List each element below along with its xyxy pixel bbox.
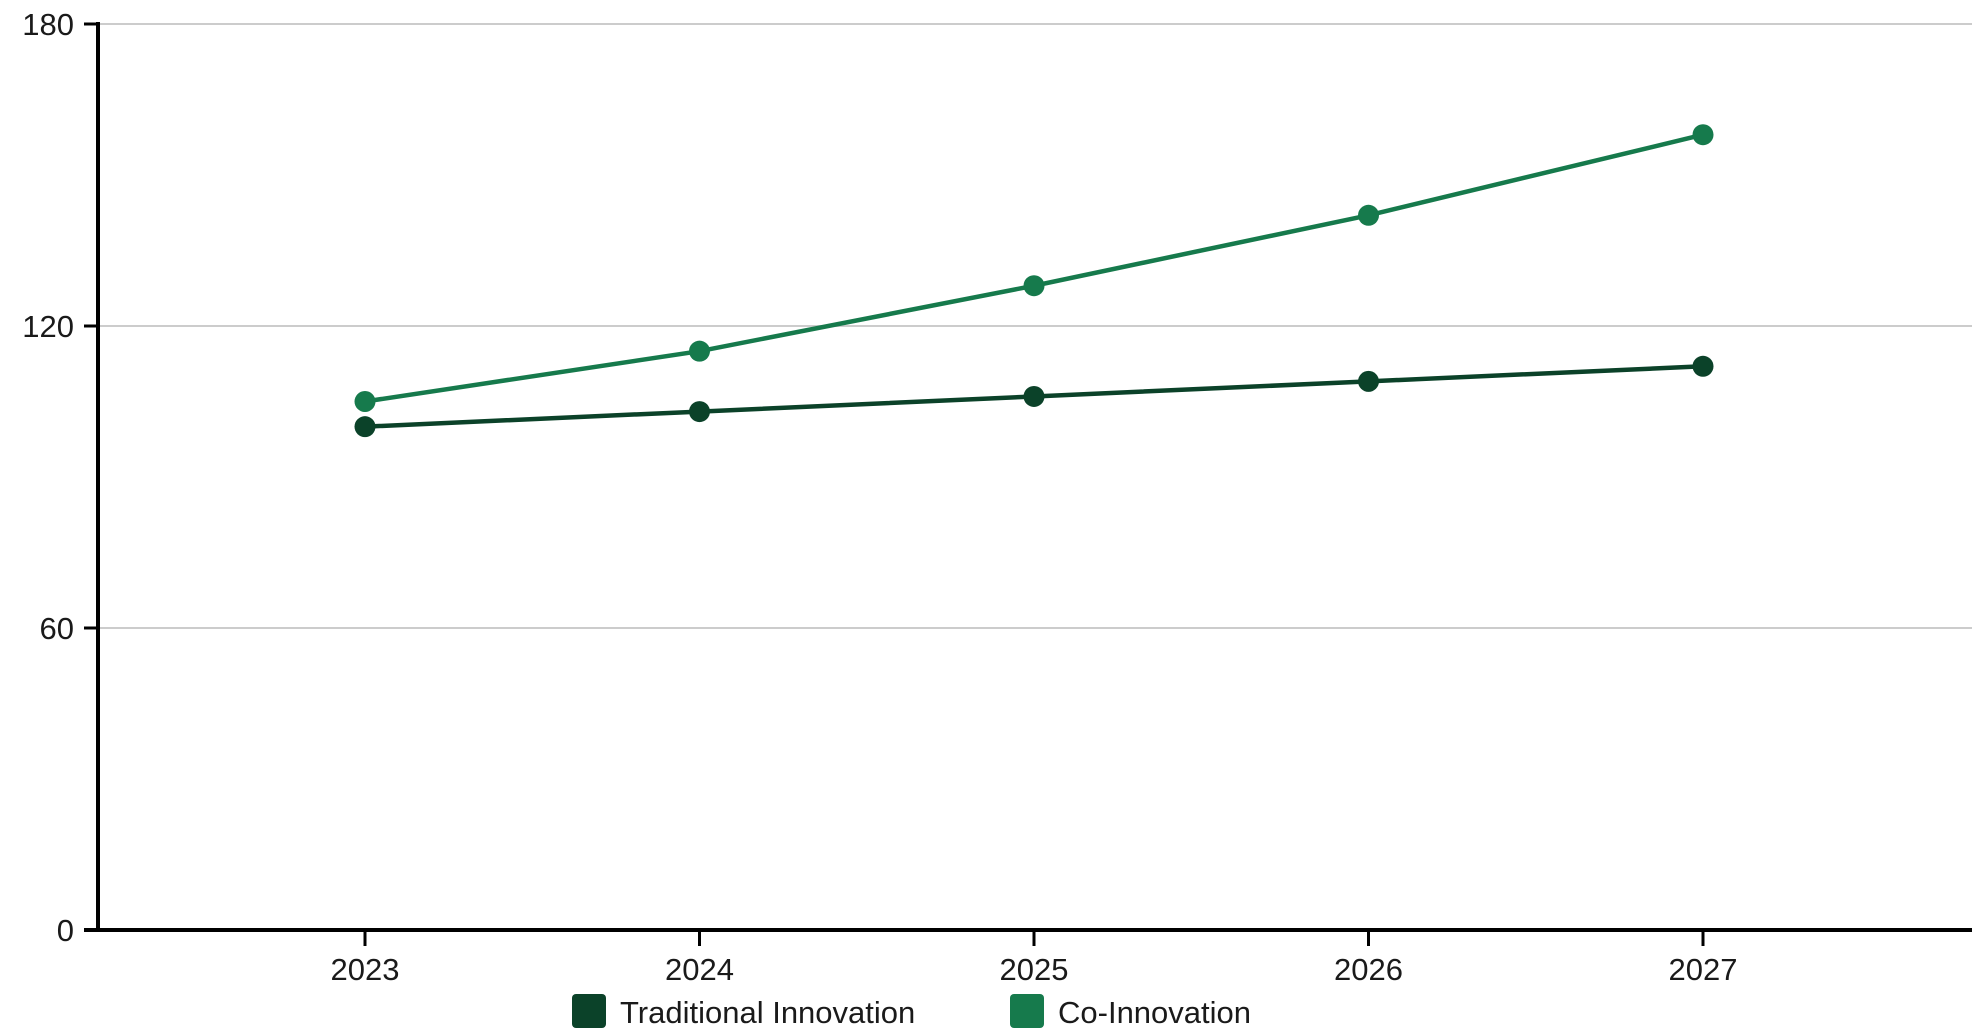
- legend-item-2: Co-Innovation: [1010, 994, 1251, 1029]
- y-tick-label: 0: [57, 913, 74, 948]
- series-1: [354, 355, 1714, 438]
- data-point: [689, 401, 710, 423]
- series-2: [354, 124, 1714, 412]
- legend-swatch: [1010, 994, 1044, 1028]
- y-tick-label: 180: [22, 7, 74, 42]
- legend-swatch: [572, 994, 606, 1028]
- axes: 0 60 120 180 2023 2024 2025 2026 2027: [22, 7, 1972, 987]
- data-point: [1692, 355, 1714, 377]
- legend-item-1: Traditional Innovation: [572, 994, 915, 1029]
- x-tick-label: 2025: [1000, 952, 1069, 987]
- legend-label: Co-Innovation: [1058, 995, 1251, 1029]
- data-point: [1692, 124, 1714, 146]
- legend-label: Traditional Innovation: [620, 995, 915, 1029]
- y-tick-label: 60: [40, 611, 74, 646]
- x-tick-label: 2023: [331, 952, 400, 987]
- series-line: [364, 132, 1704, 404]
- data-point: [689, 340, 710, 362]
- data-point: [1358, 370, 1379, 392]
- data-point: [1023, 275, 1045, 297]
- data-point: [354, 416, 376, 438]
- series-layer: [354, 124, 1714, 438]
- data-point: [1023, 385, 1045, 407]
- x-tick-label: 2027: [1669, 952, 1738, 987]
- x-tick-label: 2024: [665, 952, 734, 987]
- legend: Traditional Innovation Co-Innovation: [572, 994, 1251, 1029]
- y-tick-label: 120: [22, 309, 74, 344]
- gridlines: [98, 23, 1972, 629]
- data-point: [354, 391, 376, 412]
- x-tick-label: 2026: [1334, 952, 1403, 987]
- data-point: [1358, 204, 1379, 226]
